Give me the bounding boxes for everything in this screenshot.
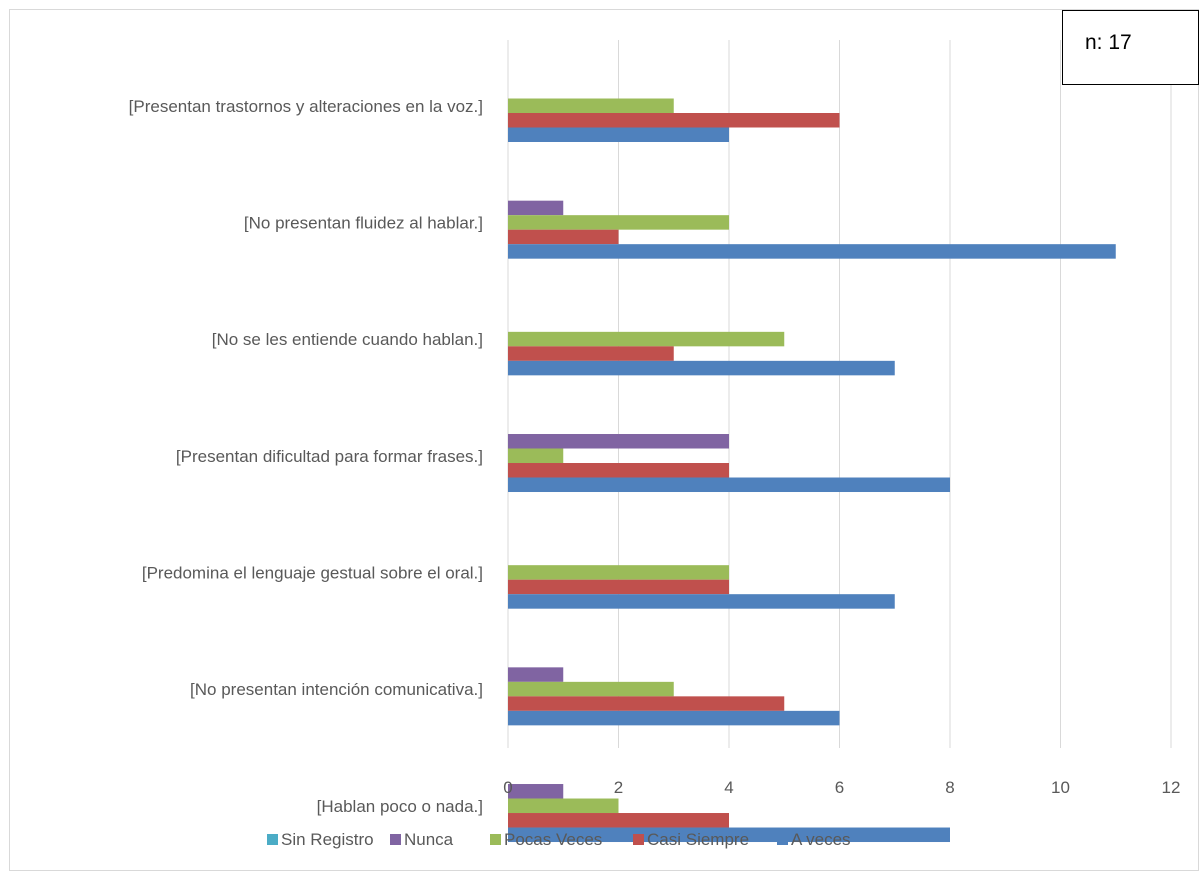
legend-label: Sin Registro [281, 830, 374, 849]
bar-pocas-veces [508, 565, 729, 580]
bar-a-veces [508, 594, 895, 609]
bar-casi-siempre [508, 696, 785, 711]
bar-nunca [508, 434, 729, 449]
category-labels: [Presentan trastornos y alteraciones en … [129, 97, 483, 816]
legend: Sin Registro Nunca Pocas Veces Casi Siempre… [267, 830, 851, 849]
category-label: [No se les entiende cuando hablan.] [212, 330, 483, 349]
category-label: [No presentan fluidez al hablar.] [244, 213, 483, 232]
bar-casi-siempre [508, 463, 729, 478]
category-label: [No presentan intención comunicativa.] [190, 680, 483, 699]
bars [508, 98, 1116, 843]
x-tick-label: 8 [945, 778, 954, 797]
bar-pocas-veces [508, 98, 674, 113]
x-tick-label: 10 [1051, 778, 1070, 797]
bar-nunca [508, 784, 564, 799]
bar-a-veces [508, 477, 950, 493]
x-tick-label: 0 [503, 778, 512, 797]
category-label: [Hablan poco o nada.] [317, 797, 483, 816]
bar-casi-siempre [508, 113, 840, 128]
bar-nunca [508, 200, 564, 216]
bar-casi-siempre [508, 579, 729, 595]
legend-label: Pocas Veces [504, 830, 602, 849]
bar-a-veces [508, 827, 950, 843]
bar-casi-siempre [508, 229, 619, 245]
bar-a-veces [508, 244, 1116, 259]
category-label: [Presentan dificultad para formar frases… [176, 447, 483, 466]
legend-label: Casi Siempre [647, 830, 749, 849]
x-tick-label: 12 [1162, 778, 1181, 797]
bar-nunca [508, 667, 564, 682]
bar-pocas-veces [508, 215, 729, 230]
sample-size-box: n: 17 [1062, 10, 1199, 85]
bar-pocas-veces [508, 331, 785, 347]
bar-casi-siempre [508, 813, 729, 828]
bar-pocas-veces [508, 448, 564, 464]
bar-casi-siempre [508, 346, 674, 361]
legend-label: A veces [791, 830, 851, 849]
x-axis-ticks: 0 2 4 6 8 10 12 [503, 778, 1180, 797]
bar-a-veces [508, 710, 840, 726]
legend-label: Nunca [404, 830, 454, 849]
x-tick-label: 6 [835, 778, 844, 797]
x-tick-label: 4 [724, 778, 733, 797]
category-label: [Presentan trastornos y alteraciones en … [129, 97, 483, 116]
legend-swatch [633, 834, 644, 845]
grid-lines [507, 40, 1172, 748]
bar-pocas-veces [508, 798, 619, 814]
category-label: [Predomina el lenguaje gestual sobre el … [142, 563, 483, 582]
legend-swatch [390, 834, 401, 845]
bar-a-veces [508, 360, 895, 376]
sample-size-label: n: 17 [1085, 31, 1132, 54]
legend-swatch [490, 834, 501, 845]
legend-swatch [267, 834, 278, 845]
legend-swatch [777, 834, 788, 845]
bar-a-veces [508, 127, 729, 142]
bar-pocas-veces [508, 681, 674, 697]
x-tick-label: 2 [614, 778, 623, 797]
